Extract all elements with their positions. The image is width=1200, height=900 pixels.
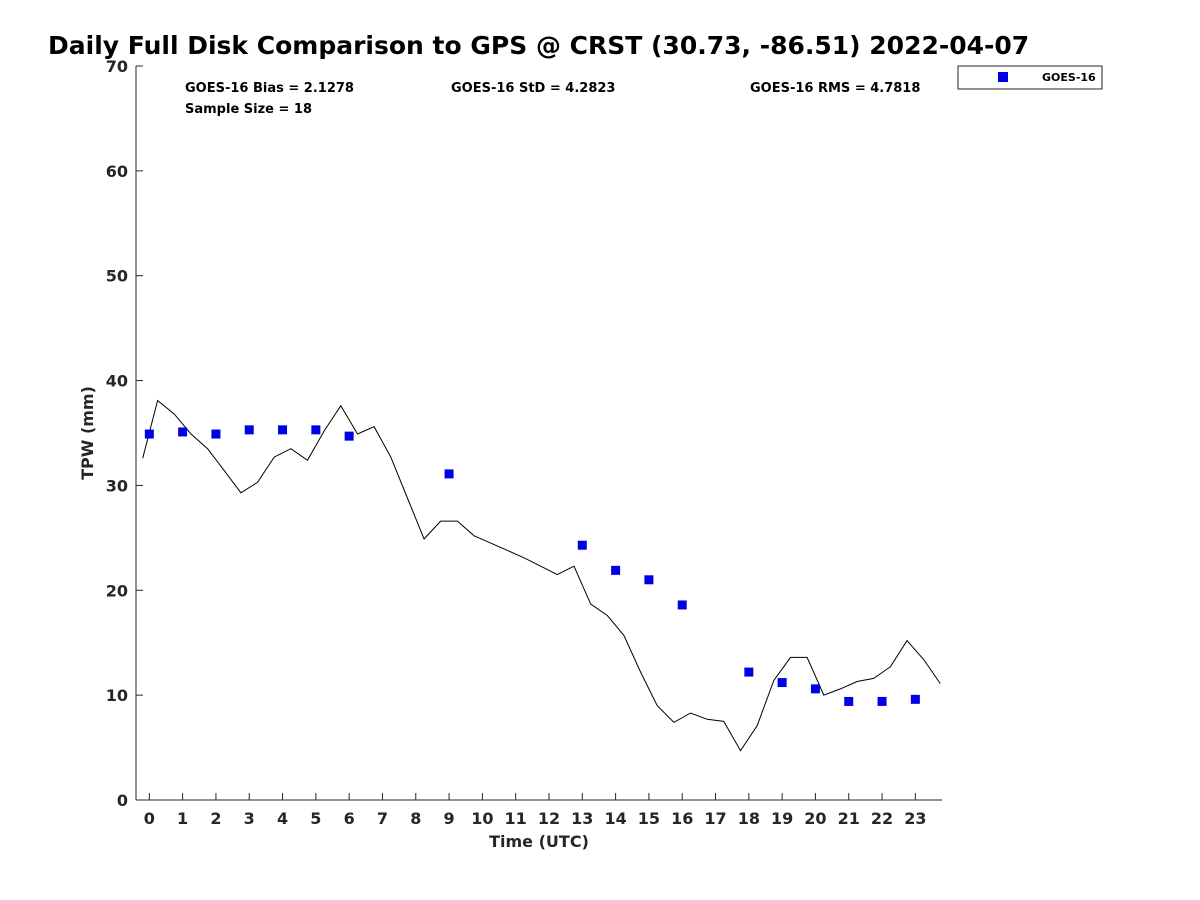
goes16-point [344,431,354,441]
y-axis-label: TPW (mm) [78,386,97,480]
x-tick-label: 13 [571,809,593,828]
x-tick-label: 19 [771,809,793,828]
goes16-point [577,540,587,550]
y-tick-label: 60 [106,162,128,181]
goes16-point [677,600,687,610]
goes16-point [644,575,654,585]
x-tick-label: 21 [838,809,860,828]
x-tick-label: 18 [738,809,760,828]
y-tick-label: 0 [117,791,128,810]
x-tick-label: 20 [804,809,826,828]
y-tick-label: 30 [106,476,128,495]
goes16-point [278,425,288,435]
x-tick-label: 6 [344,809,355,828]
x-tick-label: 22 [871,809,893,828]
goes16-point [244,425,254,435]
x-tick-label: 10 [471,809,493,828]
y-tick-label: 40 [106,372,128,391]
goes16-point [611,565,621,575]
x-tick-label: 14 [604,809,626,828]
goes16-point [810,684,820,694]
chart-title: Daily Full Disk Comparison to GPS @ CRST… [48,31,1029,60]
x-axis-label: Time (UTC) [489,832,589,851]
x-tick-label: 2 [210,809,221,828]
goes16-point [144,429,154,439]
goes16-point [444,469,454,479]
stat-rms: GOES-16 RMS = 4.7818 [750,81,920,96]
goes16-point [877,696,887,706]
legend-box [957,65,1103,90]
x-tick-label: 1 [177,809,188,828]
x-tick-label: 9 [444,809,455,828]
x-tick-label: 7 [377,809,388,828]
x-tick-label: 16 [671,809,693,828]
stat-std: GOES-16 StD = 4.2823 [451,81,615,96]
x-tick-label: 23 [904,809,926,828]
gps-line [142,399,941,752]
goes16-point [777,678,787,688]
y-tick-label: 70 [106,57,128,76]
legend-label-goes16: GOES-16 [1042,71,1096,84]
stat-bias: GOES-16 Bias = 2.1278 [185,81,354,96]
legend-marker [998,72,1008,82]
y-tick-label: 10 [106,686,128,705]
y-tick-label: 20 [106,581,128,600]
x-tick-label: 3 [244,809,255,828]
x-tick-label: 15 [638,809,660,828]
x-tick-label: 11 [505,809,527,828]
goes16-point [311,425,321,435]
stat-sample-size: Sample Size = 18 [185,102,312,117]
goes16-point [744,667,754,677]
goes16-point [844,696,854,706]
x-tick-label: 12 [538,809,560,828]
x-tick-label: 8 [410,809,421,828]
x-ticks: 0 1 2 3 4 5 6 7 8 9 10 11 12 13 14 15 16 17 18 19 20 21 22 23 [144,793,926,828]
x-tick-label: 5 [310,809,321,828]
goes16-point [211,429,221,439]
goes16-scatter-series [144,425,920,706]
y-ticks: 0 10 20 30 40 50 60 70 [106,57,143,810]
x-tick-label: 4 [277,809,288,828]
goes16-point [910,694,920,704]
legend: GOES-16 [957,65,1103,90]
x-tick-label: 17 [704,809,726,828]
x-tick-label: 0 [144,809,155,828]
gps-line-series [142,399,941,752]
y-tick-label: 50 [106,267,128,286]
goes16-point [178,427,188,437]
